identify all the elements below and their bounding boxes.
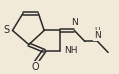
- Text: N: N: [71, 18, 78, 27]
- Text: N: N: [94, 31, 101, 40]
- Text: H: H: [95, 27, 100, 36]
- Text: NH: NH: [64, 46, 78, 55]
- Text: O: O: [31, 62, 39, 72]
- Text: S: S: [4, 25, 10, 35]
